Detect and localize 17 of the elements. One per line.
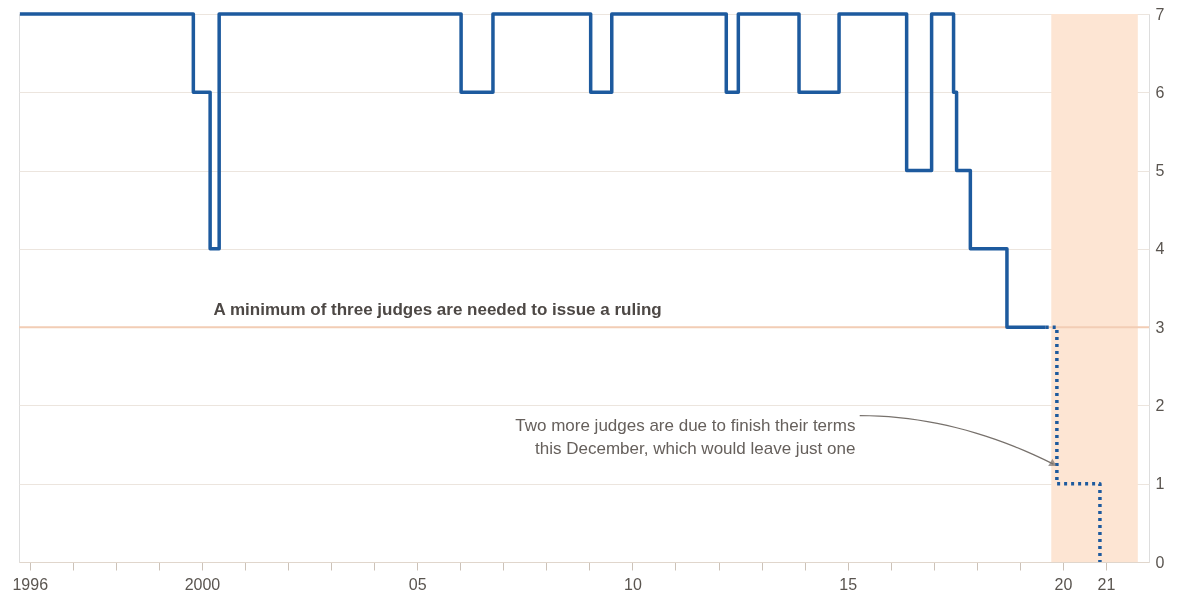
x-tick-label: 1996: [12, 575, 49, 593]
x-tick-label: 05: [408, 575, 427, 593]
ref-line-label: A minimum of three judges are needed to issue a ruling: [213, 300, 662, 320]
y-tick-label: 7: [1155, 5, 1165, 23]
y-tick-label: 0: [1155, 553, 1165, 571]
x-tick-label: 15: [839, 575, 858, 593]
y-tick-label: 2: [1155, 396, 1165, 414]
y-tick-label: 6: [1155, 83, 1165, 101]
y-tick-label: 3: [1155, 318, 1165, 336]
y-tick-label: 5: [1155, 162, 1165, 180]
x-tick-label: 20: [1054, 575, 1073, 593]
annotation: Two more judges are due to finish their terms this December, which would leave just one: [515, 415, 856, 458]
y-tick-label: 1: [1155, 475, 1165, 493]
x-tick-label: 21: [1097, 575, 1116, 593]
x-tick-label: 10: [624, 575, 642, 593]
y-tick-label: 4: [1155, 240, 1165, 258]
x-tick-label: 2000: [184, 575, 221, 593]
